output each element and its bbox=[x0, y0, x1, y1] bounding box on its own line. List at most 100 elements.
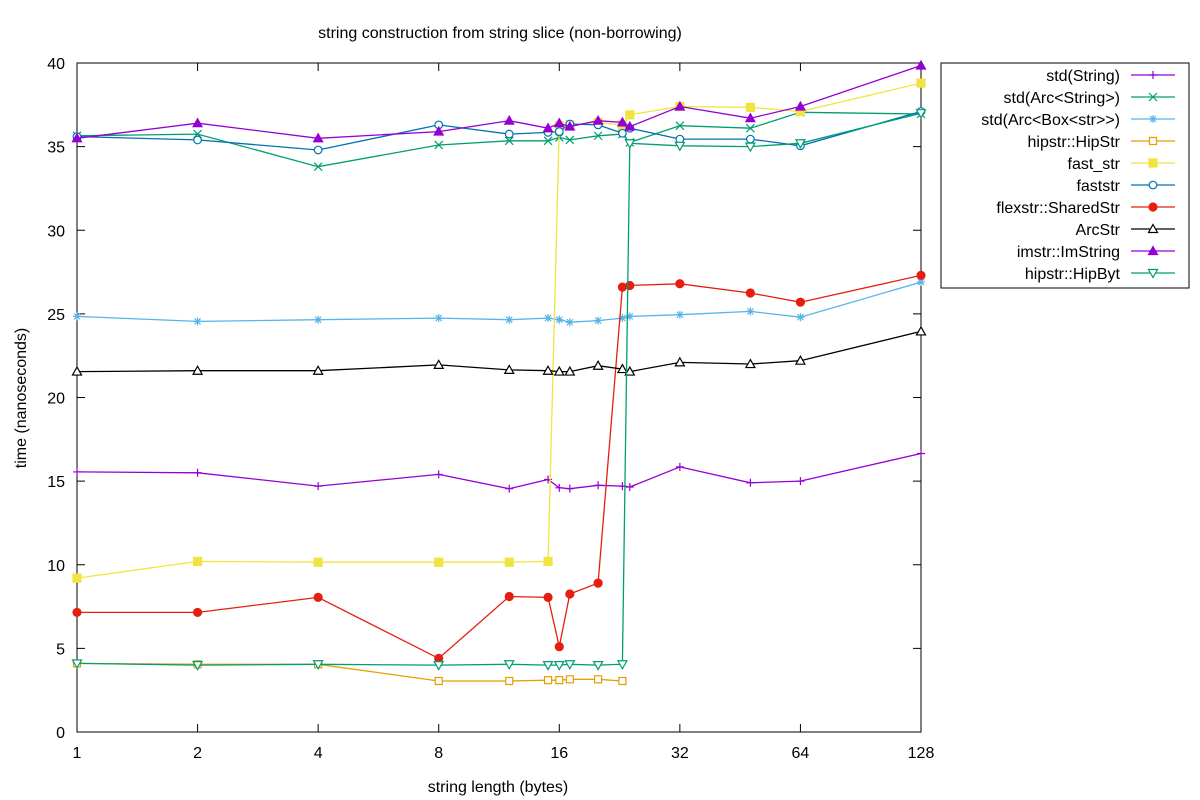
data-point bbox=[504, 591, 514, 602]
data-point bbox=[745, 102, 755, 112]
data-point bbox=[192, 117, 204, 128]
x-tick-label: 1 bbox=[73, 745, 82, 762]
data-point bbox=[745, 288, 755, 298]
data-point bbox=[916, 270, 926, 281]
series-9 bbox=[71, 109, 927, 671]
data-point bbox=[565, 589, 575, 599]
x-tick-label: 4 bbox=[314, 745, 323, 762]
data-point bbox=[503, 364, 515, 375]
y-tick-label: 40 bbox=[47, 56, 65, 73]
legend: std(String) std(Arc<String>) std(Arc<Box<s… bbox=[940, 62, 1190, 289]
legend-label: flexstr::SharedStr bbox=[996, 200, 1120, 217]
data-point bbox=[564, 660, 576, 670]
data-point bbox=[433, 661, 445, 671]
data-point bbox=[674, 141, 686, 152]
legend-marker bbox=[1147, 223, 1159, 234]
legend-label: fast_str bbox=[1068, 156, 1121, 173]
data-point bbox=[433, 125, 445, 136]
data-point bbox=[542, 365, 554, 375]
data-point bbox=[565, 675, 574, 684]
data-point bbox=[564, 365, 576, 376]
data-point bbox=[314, 315, 323, 324]
data-point bbox=[314, 482, 323, 491]
data-point bbox=[553, 661, 565, 671]
data-point bbox=[544, 314, 553, 323]
data-point bbox=[433, 359, 445, 369]
data-point bbox=[505, 315, 514, 324]
data-point bbox=[504, 557, 514, 567]
data-point bbox=[675, 310, 684, 319]
x-tick-label: 16 bbox=[550, 745, 568, 762]
legend-marker bbox=[1149, 71, 1157, 79]
data-point bbox=[625, 482, 634, 491]
y-tick-label: 25 bbox=[47, 307, 65, 324]
y-tick-label: 35 bbox=[47, 140, 65, 157]
data-point bbox=[624, 120, 636, 131]
series-7 bbox=[71, 325, 927, 376]
data-point bbox=[71, 365, 83, 376]
data-point bbox=[616, 116, 628, 127]
x-axis-label: string length (bytes) bbox=[428, 779, 569, 796]
data-point bbox=[554, 127, 564, 136]
data-point bbox=[503, 114, 515, 125]
legend-label: std(Arc<Box<str>>) bbox=[981, 112, 1120, 129]
data-point bbox=[505, 484, 514, 493]
data-point bbox=[915, 109, 927, 119]
legend-label: std(String) bbox=[1046, 68, 1120, 85]
y-tick-label: 30 bbox=[47, 223, 65, 240]
data-point bbox=[915, 59, 927, 70]
data-point bbox=[796, 313, 805, 322]
series-6 bbox=[72, 270, 926, 664]
data-point bbox=[616, 660, 628, 670]
data-point bbox=[617, 282, 628, 292]
legend-label: faststr bbox=[1076, 178, 1120, 195]
data-point bbox=[674, 356, 686, 367]
data-point bbox=[594, 481, 603, 490]
data-point bbox=[592, 661, 604, 671]
y-tick-label: 20 bbox=[47, 391, 65, 408]
y-tick-label: 15 bbox=[47, 474, 65, 491]
data-point bbox=[593, 578, 603, 588]
data-point bbox=[594, 316, 603, 325]
data-point bbox=[312, 132, 324, 143]
data-point bbox=[594, 675, 603, 684]
data-point bbox=[592, 114, 604, 125]
data-point bbox=[71, 132, 83, 143]
legend-marker bbox=[1148, 92, 1158, 102]
x-tick-label: 8 bbox=[434, 745, 443, 762]
data-point bbox=[744, 112, 756, 123]
data-point bbox=[73, 312, 81, 321]
legend-marker bbox=[1149, 115, 1157, 123]
data-point bbox=[794, 139, 806, 150]
data-point bbox=[193, 317, 202, 326]
data-point bbox=[542, 122, 554, 133]
data-point bbox=[625, 312, 634, 321]
data-point bbox=[618, 676, 627, 686]
legend-marker bbox=[1147, 268, 1159, 279]
series-0 bbox=[73, 449, 925, 493]
y-tick-label: 10 bbox=[47, 558, 65, 575]
data-point bbox=[193, 135, 202, 145]
data-point bbox=[624, 365, 636, 376]
legend-label: imstr::ImString bbox=[1017, 244, 1120, 261]
data-point bbox=[746, 478, 755, 487]
data-point bbox=[434, 140, 444, 150]
series-8 bbox=[71, 59, 927, 143]
data-point bbox=[917, 278, 925, 287]
data-point bbox=[616, 363, 628, 374]
data-point bbox=[745, 123, 755, 133]
data-point bbox=[624, 139, 636, 150]
data-point bbox=[745, 134, 755, 144]
data-point bbox=[192, 556, 203, 567]
legend-marker bbox=[1148, 180, 1158, 190]
data-point bbox=[543, 592, 553, 602]
data-point bbox=[505, 676, 514, 686]
data-point bbox=[192, 607, 203, 618]
data-point bbox=[553, 117, 565, 128]
data-point bbox=[313, 162, 323, 172]
data-point bbox=[192, 661, 204, 671]
data-point bbox=[675, 279, 685, 289]
legend-marker bbox=[1147, 245, 1159, 256]
data-point bbox=[555, 315, 564, 324]
data-point bbox=[434, 470, 443, 479]
